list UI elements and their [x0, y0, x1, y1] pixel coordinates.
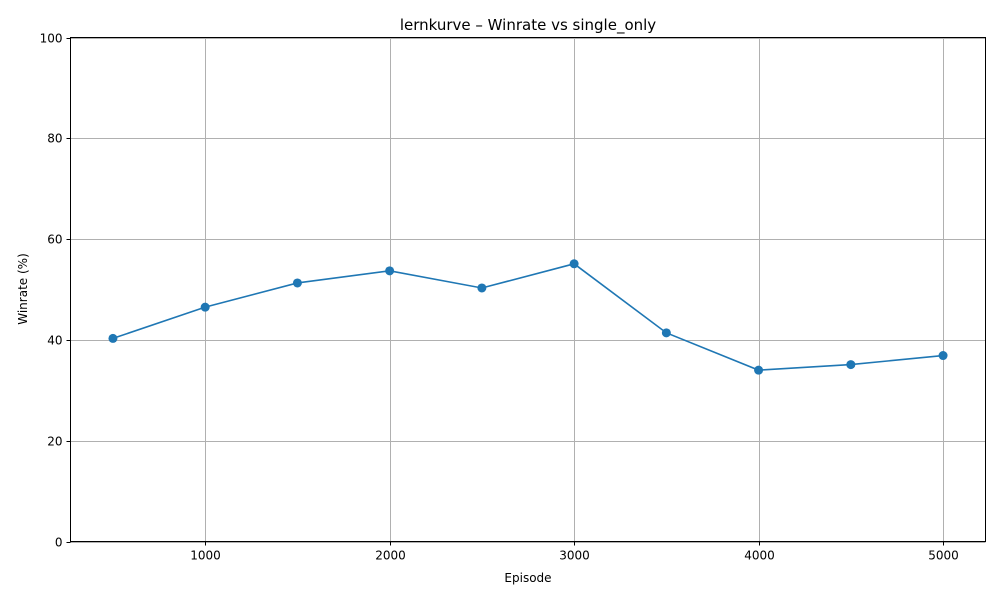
- x-tick-label: 5000: [928, 549, 959, 563]
- x-tick-label: 3000: [559, 549, 590, 563]
- y-tick-label: 80: [47, 132, 62, 146]
- y-tick-label: 0: [55, 536, 63, 550]
- data-point: [661, 328, 671, 338]
- data-point: [292, 278, 302, 288]
- grid: [70, 37, 986, 543]
- y-tick-label: 20: [47, 435, 62, 449]
- chart-title: lernkurve – Winrate vs single_only: [400, 16, 656, 35]
- y-tick-label: 60: [47, 233, 62, 247]
- y-tick-label: 100: [40, 32, 63, 46]
- data-point: [569, 259, 579, 269]
- x-tick-label: 1000: [190, 549, 221, 563]
- x-tick-label: 2000: [375, 549, 406, 563]
- y-tick-label: 40: [47, 334, 62, 348]
- data-point: [108, 333, 118, 343]
- data-point: [938, 351, 948, 361]
- y-axis-label: Winrate (%): [16, 253, 30, 325]
- x-tick-label: 4000: [744, 549, 775, 563]
- series-line: [112, 262, 944, 371]
- series-layer: [108, 259, 948, 375]
- x-axis-label: Episode: [504, 571, 551, 585]
- data-point: [477, 283, 487, 293]
- axis-ticks: 1000 2000 3000 4000 5000 0 20 40 60 80 100: [40, 32, 959, 563]
- plot-frame: [70, 37, 986, 542]
- data-point: [200, 302, 210, 312]
- data-point: [385, 266, 395, 276]
- data-point: [846, 360, 856, 370]
- data-point: [754, 365, 764, 375]
